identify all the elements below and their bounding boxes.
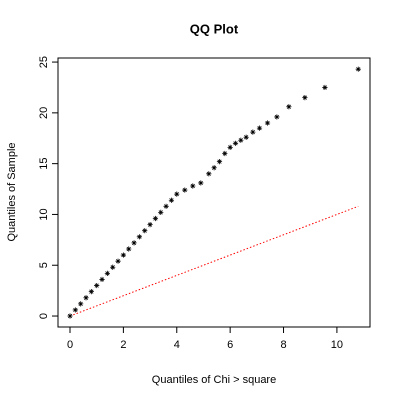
x-tick-label: 0 [67,339,73,351]
y-tick-label: 0 [38,313,50,319]
point [174,191,180,197]
x-tick-label: 2 [120,339,126,351]
point [94,282,100,289]
x-tick-label: 6 [227,339,233,351]
plot-frame [57,57,371,328]
point [78,301,84,307]
point [72,307,78,313]
point [302,95,308,101]
point [322,84,328,91]
point [168,197,175,203]
point [67,313,73,319]
point [126,246,132,252]
point [158,209,164,216]
x-tick-label: 4 [174,339,180,351]
x-tick-label: 8 [280,339,286,351]
point [274,114,280,120]
y-tick-label: 15 [38,158,50,170]
y-tick-label: 10 [38,208,50,220]
point [206,171,212,177]
point [211,165,217,171]
point [136,234,143,240]
point [286,104,292,110]
point [216,159,223,165]
point [250,129,256,135]
point [182,187,188,193]
x-axis-label: Quantiles of Chi > square [152,374,276,386]
y-tick-label: 25 [38,56,50,68]
point [120,252,126,258]
point [198,180,204,186]
point [163,203,169,209]
point [110,264,116,270]
point [88,289,94,295]
point [147,222,153,228]
point [131,240,137,246]
point [227,144,233,150]
point [190,183,196,189]
point [256,125,263,131]
point [238,137,244,143]
point [104,270,110,276]
point [115,258,121,264]
point [83,295,89,301]
point [99,276,105,283]
y-axis-label: Quantiles of Sample [6,142,18,241]
point [355,66,361,72]
point [264,120,271,126]
point [243,134,249,140]
point [142,228,148,234]
x-tick-label: 10 [331,339,343,351]
y-tick-label: 20 [38,107,50,119]
point [232,140,239,146]
reference-line [69,205,359,317]
chart-title: QQ Plot [190,21,239,36]
point [222,150,228,157]
y-tick-label: 5 [38,262,50,268]
point [152,215,159,222]
